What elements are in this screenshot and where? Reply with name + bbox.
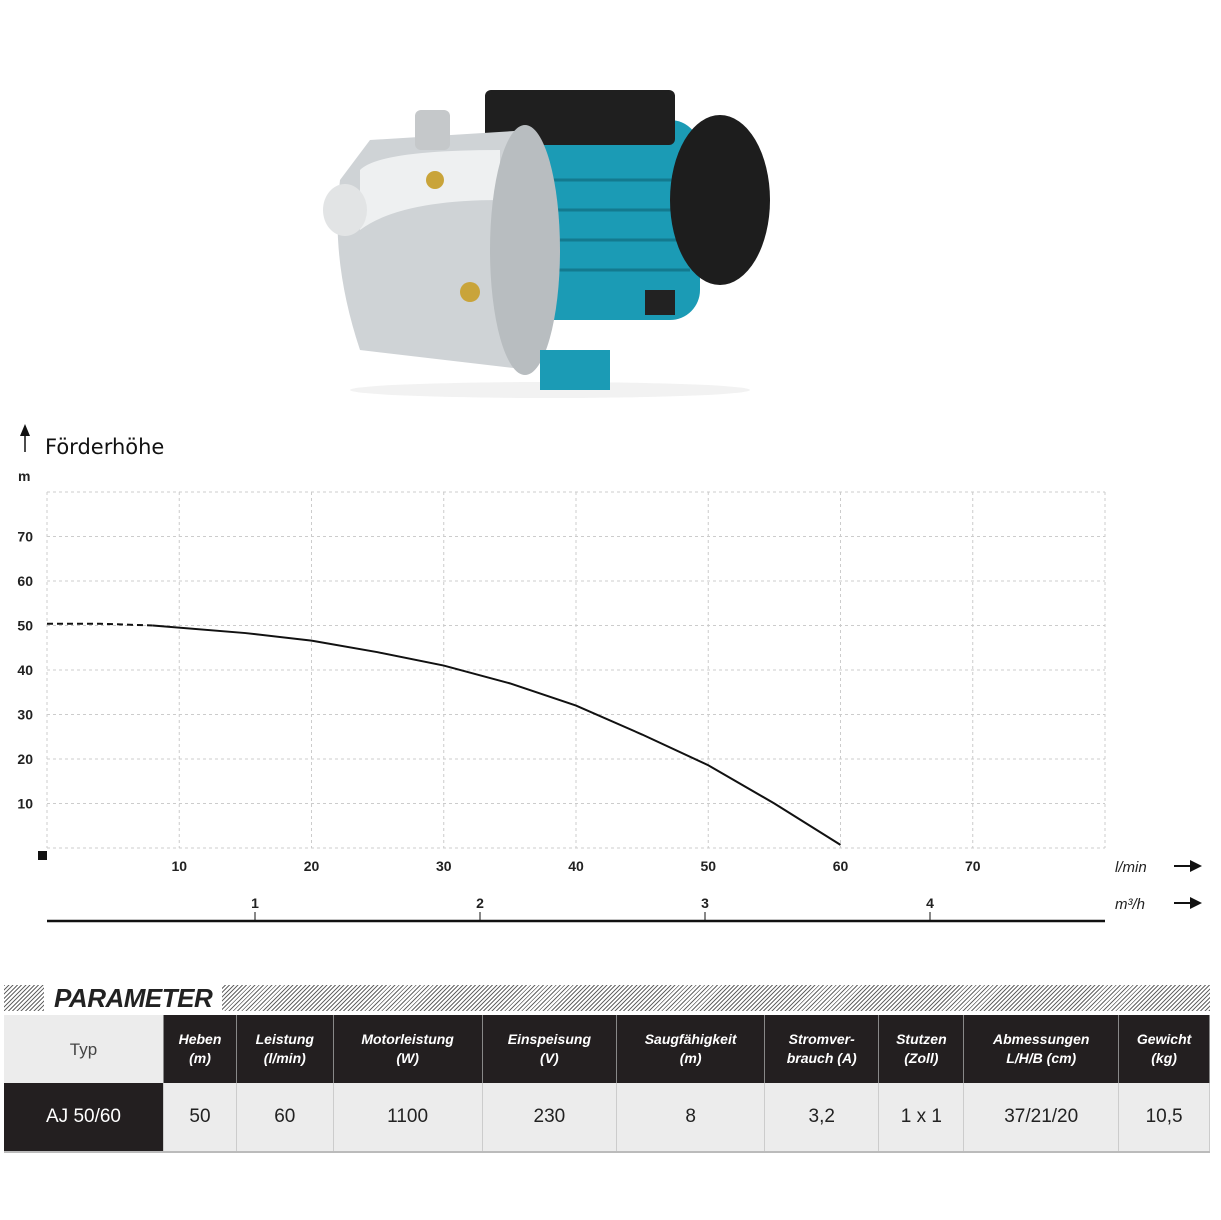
x-tick-label: 20 xyxy=(304,858,320,874)
x-tick-label: 60 xyxy=(833,858,849,874)
table-cell: AJ 50/60 xyxy=(4,1083,164,1153)
x2-tick-label: 1 xyxy=(251,895,259,911)
column-header: Heben (m) xyxy=(163,1015,237,1083)
y-tick-label: 10 xyxy=(17,796,33,812)
y-tick-label: 70 xyxy=(17,529,33,545)
pump-performance-curve xyxy=(152,624,842,846)
outlet-port xyxy=(415,110,450,150)
column-header-line: (V) xyxy=(540,1050,559,1066)
x-arrow-head xyxy=(1190,860,1202,872)
column-header: Abmessungen L/H/B (cm) xyxy=(963,1015,1120,1083)
column-header: Gewicht (kg) xyxy=(1118,1015,1210,1083)
column-header-line: Typ xyxy=(69,1039,98,1059)
column-header-line: (m) xyxy=(189,1050,211,1066)
x2-tick-label: 2 xyxy=(476,895,484,911)
column-header: Einspeisung (V) xyxy=(482,1015,618,1083)
column-header-line: Heben xyxy=(178,1031,222,1047)
column-header: Stromver-brauch (A) xyxy=(764,1015,880,1083)
pump-foot xyxy=(540,350,610,390)
pump-curve-chart: 10 20 30 40 50 60 70 10 20 30 40 50 60 70 m Förderhöhe l… xyxy=(17,424,1202,923)
column-header-line: (m) xyxy=(679,1050,702,1066)
table-cell: 8 xyxy=(616,1083,765,1153)
column-header-line: Leistung xyxy=(255,1031,314,1047)
x2-unit-label: m³/h xyxy=(1115,896,1145,913)
table-cell: 1 x 1 xyxy=(878,1083,965,1153)
parameter-title: PARAMETER xyxy=(44,985,223,1011)
table-cell: 10,5 xyxy=(1118,1083,1210,1153)
pump-product-image xyxy=(323,90,770,398)
table-cell: 1100 xyxy=(333,1083,483,1153)
column-header: Typ xyxy=(4,1015,164,1083)
column-header-line: (W) xyxy=(396,1050,419,1066)
table-cell: 50 xyxy=(163,1083,237,1153)
column-header: Saugfähigkeit (m) xyxy=(616,1015,765,1083)
y-tick-label: 40 xyxy=(17,662,33,678)
x-unit-label: l/min xyxy=(1115,859,1147,876)
column-header: Motorleistung (W) xyxy=(333,1015,483,1083)
column-header-line: Gewicht xyxy=(1136,1031,1192,1047)
table-row: AJ 50/60 50 60 1100 230 8 3,2 1 x 1 37/21/20 10,5 xyxy=(4,1083,1210,1153)
column-header-line: L/H/B (cm) xyxy=(1006,1050,1077,1066)
origin-marker xyxy=(38,851,47,860)
curve-dashed-segment xyxy=(47,622,153,627)
table-cell: 3,2 xyxy=(764,1083,880,1153)
x-tick-label: 70 xyxy=(965,858,981,874)
x-tick-label: 50 xyxy=(700,858,716,874)
x2-tick-label: 4 xyxy=(926,895,934,911)
parameter-table: Typ Heben (m) Leistung (l/min) Motorleistung (… xyxy=(4,1015,1210,1153)
column-header: Leistung (l/min) xyxy=(236,1015,334,1083)
column-header-line: Einspeisung xyxy=(507,1031,591,1047)
column-header: Stutzen (Zoll) xyxy=(878,1015,965,1083)
column-header-line: (Zoll) xyxy=(904,1050,939,1066)
motor-end-cap xyxy=(670,115,770,285)
table-cell: 230 xyxy=(482,1083,618,1153)
column-header-line: Motorleistung xyxy=(361,1031,454,1047)
column-header-line: (l/min) xyxy=(263,1050,306,1066)
x-tick-label: 10 xyxy=(171,858,187,874)
y-tick-label: 50 xyxy=(17,618,33,634)
parameter-header: PARAMETER xyxy=(4,985,1210,1011)
y-tick-label: 30 xyxy=(17,707,33,723)
column-header-line: brauch (A) xyxy=(786,1050,857,1066)
column-header-line: Abmessungen xyxy=(992,1031,1090,1047)
column-header-line: Stutzen xyxy=(896,1031,947,1047)
y-unit-label: m xyxy=(18,468,30,484)
inlet-port xyxy=(323,184,367,236)
x2-tick-label: 3 xyxy=(701,895,709,911)
column-header-line: (kg) xyxy=(1151,1050,1177,1066)
y-tick-label: 20 xyxy=(17,751,33,767)
column-header-line: Saugfähigkeit xyxy=(644,1031,737,1047)
x-tick-label: 40 xyxy=(568,858,584,874)
y-arrow-head xyxy=(20,424,30,436)
y-tick-label: 60 xyxy=(17,573,33,589)
chart-title: Förderhöhe xyxy=(45,435,164,459)
column-header-line: Stromver- xyxy=(788,1031,855,1047)
x-arrow-head xyxy=(1190,897,1202,909)
table-cell: 37/21/20 xyxy=(963,1083,1120,1153)
table-cell: 60 xyxy=(236,1083,334,1153)
x-tick-label: 30 xyxy=(436,858,452,874)
